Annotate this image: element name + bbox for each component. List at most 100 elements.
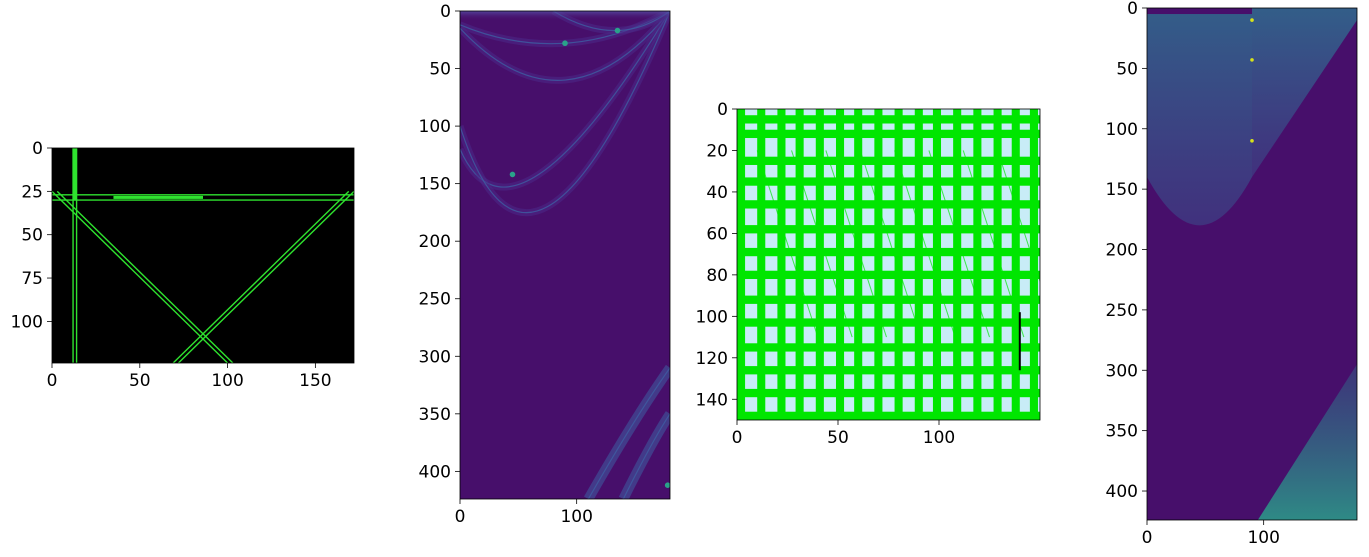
vertical-band [815,109,824,420]
vertical-band [973,109,982,420]
vertical-band [993,109,1002,420]
y-tick-label: 250 [1106,301,1138,321]
vertical-band [1011,109,1020,420]
accumulator-region [1252,8,1357,178]
hatch-line [894,150,956,338]
vertical-band [932,109,942,420]
horizontal-band [737,343,1040,352]
horizontal-band [737,295,1040,304]
vertical-band [854,109,863,420]
vertical-band [1029,109,1038,420]
y-tick-label: 150 [419,175,451,195]
horizontal-band [737,115,1040,124]
y-tick-label: 150 [1106,180,1138,200]
plot-area [52,148,354,363]
y-tick-label: 200 [1106,241,1138,261]
axes-frame [736,108,1041,421]
horizontal-band [737,366,1040,375]
x-tick-label: 100 [560,507,592,527]
y-tick-label: 50 [21,226,43,246]
x-tick-label: 0 [732,428,743,448]
axes-frame [51,147,355,364]
hatch-line [791,150,853,338]
vertical-band [894,109,903,420]
accumulator-peak [1250,139,1254,143]
axes-frame [1146,7,1358,521]
y-tick-label: 60 [706,224,728,244]
accumulator-peak [1250,18,1254,22]
y-tick-label: 80 [706,266,728,286]
top-strip [1147,8,1252,15]
y-tick-label: 250 [419,290,451,310]
vertical-band [737,109,746,420]
sinusoid-curve [622,413,670,499]
y-tick-label: 120 [696,349,728,369]
horizontal-band [737,129,1040,139]
accumulator-region [1147,8,1252,226]
x-tick-label: 100 [923,428,955,448]
x-tick-label: 100 [1247,528,1279,548]
y-tick-label: 0 [32,139,43,159]
y-tick-label: 350 [419,405,451,425]
horizontal-band [737,225,1040,234]
y-tick-label: 20 [706,141,728,161]
horizontal-band [737,156,1040,165]
hough-accumulator-panel: 0 100 0 50 100 150 200 250 300 350 400 [419,2,671,527]
hatch-line [928,150,990,338]
y-tick-label: 400 [1106,482,1138,502]
accumulator-peak [664,482,670,488]
hatch-line [962,150,1025,338]
edge-segment [172,190,350,363]
vertical-band [835,109,845,420]
y-tick-label: 0 [440,2,451,22]
y-tick-label: 25 [21,182,43,202]
dark-mark [1018,312,1021,371]
y-tick-label: 50 [1116,59,1138,79]
y-tick-label: 0 [717,100,728,120]
hatch-line [825,150,887,338]
edge-bar [113,195,203,199]
accumulator-peak [509,171,516,178]
hough-accumulator-2-panel: 0 100 0 50 100 150 200 250 300 350 400 [1106,0,1358,548]
horizontal-band [737,177,1040,186]
edge-bar [73,148,77,201]
plot-area [1147,8,1357,520]
y-tick-label: 100 [419,117,451,137]
horizontal-band [737,270,1040,280]
sinusoid-curve [587,367,670,499]
x-tick-label: 150 [299,371,331,391]
edge-image-panel: 0 50 100 150 0 25 50 75 100 [11,139,355,391]
horizontal-band [737,318,1040,327]
hatch-line [859,150,922,338]
vertical-band [874,109,883,420]
accumulator-region [1257,364,1357,520]
y-tick-label: 0 [1127,0,1138,19]
plot-area [460,11,670,499]
y-tick-label: 300 [1106,361,1138,381]
sinusoid-curve [460,11,670,81]
y-tick-label: 140 [696,390,728,410]
grid-image-panel: 0 50 100 0 20 40 60 80 100 120 140 [696,100,1041,448]
accumulator-peak [562,40,568,47]
x-tick-label: 50 [827,428,849,448]
accumulator-peak [1250,58,1254,62]
sinusoid-curve [460,11,670,214]
horizontal-band [737,247,1040,257]
hatch-line [997,150,1040,283]
y-tick-label: 400 [419,462,451,482]
y-tick-label: 50 [429,60,451,80]
x-tick-label: 50 [129,371,151,391]
accumulator-peak [614,27,621,34]
vertical-band [757,109,766,420]
top-glow [460,11,670,21]
x-tick-label: 100 [211,371,243,391]
plot-area [737,109,1040,420]
horizontal-band [737,388,1040,398]
hatch-line [756,150,819,338]
y-tick-label: 75 [21,269,43,289]
y-tick-label: 300 [419,347,451,367]
y-tick-label: 100 [11,312,43,332]
axes-frame [459,10,671,500]
vertical-band [795,109,804,420]
